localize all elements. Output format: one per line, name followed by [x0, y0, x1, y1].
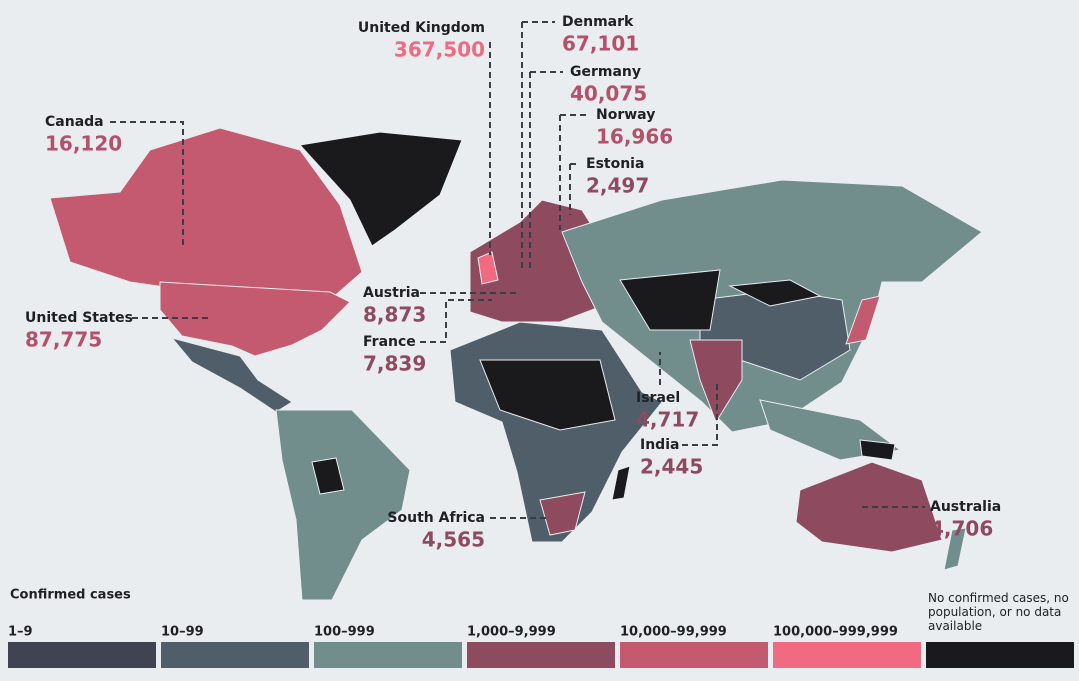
- leader-line: [569, 163, 580, 215]
- south-america: [275, 409, 411, 601]
- legend-swatch: [620, 642, 768, 668]
- case-count: 2,497: [586, 174, 649, 198]
- madagascar: [611, 465, 631, 501]
- country-name: United Kingdom: [358, 20, 485, 36]
- leader-line: [110, 121, 184, 248]
- country-name: Estonia: [586, 156, 644, 172]
- legend-label: 10,000–99,999: [620, 625, 727, 640]
- case-count: 87,775: [25, 328, 102, 352]
- legend-label: 10–99: [161, 625, 204, 640]
- case-count: 2,445: [640, 455, 703, 479]
- country-name: Austria: [363, 285, 420, 301]
- country-name: Israel: [636, 390, 680, 406]
- legend-swatch: [314, 642, 462, 668]
- japan: [845, 295, 881, 345]
- case-count: 4,565: [422, 528, 485, 552]
- case-count: 16,120: [45, 132, 122, 156]
- leader-line: [420, 299, 492, 343]
- case-count: 8,873: [363, 303, 426, 327]
- country-name: Canada: [45, 114, 104, 130]
- canada: [49, 127, 363, 301]
- legend-swatch: [161, 642, 309, 668]
- legend: Confirmed cases 1–9 10–99 100–999 1,000–9,9…: [8, 588, 1074, 668]
- legend-title: Confirmed cases: [10, 588, 131, 603]
- mongolia: [728, 279, 822, 307]
- case-count: 40,075: [570, 82, 647, 106]
- legend-label: No confirmed cases, no population, or no…: [928, 591, 1069, 633]
- leader-line: [521, 21, 555, 270]
- country-name: Australia: [930, 499, 1001, 515]
- case-count: 4,706: [930, 517, 993, 541]
- legend-note: No confirmed cases, no population, or no…: [928, 591, 1069, 633]
- central-asia: [619, 269, 721, 331]
- case-count: 16,966: [596, 125, 673, 149]
- south-africa: [539, 491, 586, 536]
- legend-swatch: [926, 642, 1074, 668]
- australia: [795, 461, 943, 553]
- case-count: 67,101: [562, 32, 639, 56]
- callouts: United Kingdom 367,500 Denmark 67,101 German…: [25, 14, 1001, 552]
- country-name: Norway: [596, 107, 655, 123]
- bolivia: [311, 457, 345, 495]
- india: [689, 339, 743, 424]
- leader-line: [559, 114, 590, 230]
- legend-swatch: [467, 642, 615, 668]
- case-count: 7,839: [363, 352, 426, 376]
- greenland: [299, 131, 463, 247]
- sahel: [479, 359, 616, 431]
- uk: [477, 251, 499, 285]
- world-map: [49, 127, 983, 601]
- case-count: 367,500: [394, 38, 485, 62]
- legend-label: 100,000–999,999: [773, 625, 898, 640]
- legend-swatch: [8, 642, 156, 668]
- country-name: India: [640, 437, 679, 453]
- leader-line: [682, 382, 718, 446]
- country-name: South Africa: [387, 510, 485, 526]
- legend-label: 1–9: [8, 625, 33, 640]
- country-name: United States: [25, 310, 133, 326]
- new-guinea: [859, 439, 896, 461]
- central-america: [170, 337, 293, 413]
- case-count: 4,717: [636, 408, 699, 432]
- country-name: Germany: [570, 64, 641, 80]
- country-name: Denmark: [562, 14, 634, 30]
- country-name: France: [363, 334, 416, 350]
- legend-label: 100–999: [314, 625, 375, 640]
- united-states: [159, 281, 351, 357]
- new-zealand: [943, 527, 967, 571]
- leader-line: [529, 71, 563, 272]
- legend-label: 1,000–9,999: [467, 625, 556, 640]
- legend-swatch: [773, 642, 921, 668]
